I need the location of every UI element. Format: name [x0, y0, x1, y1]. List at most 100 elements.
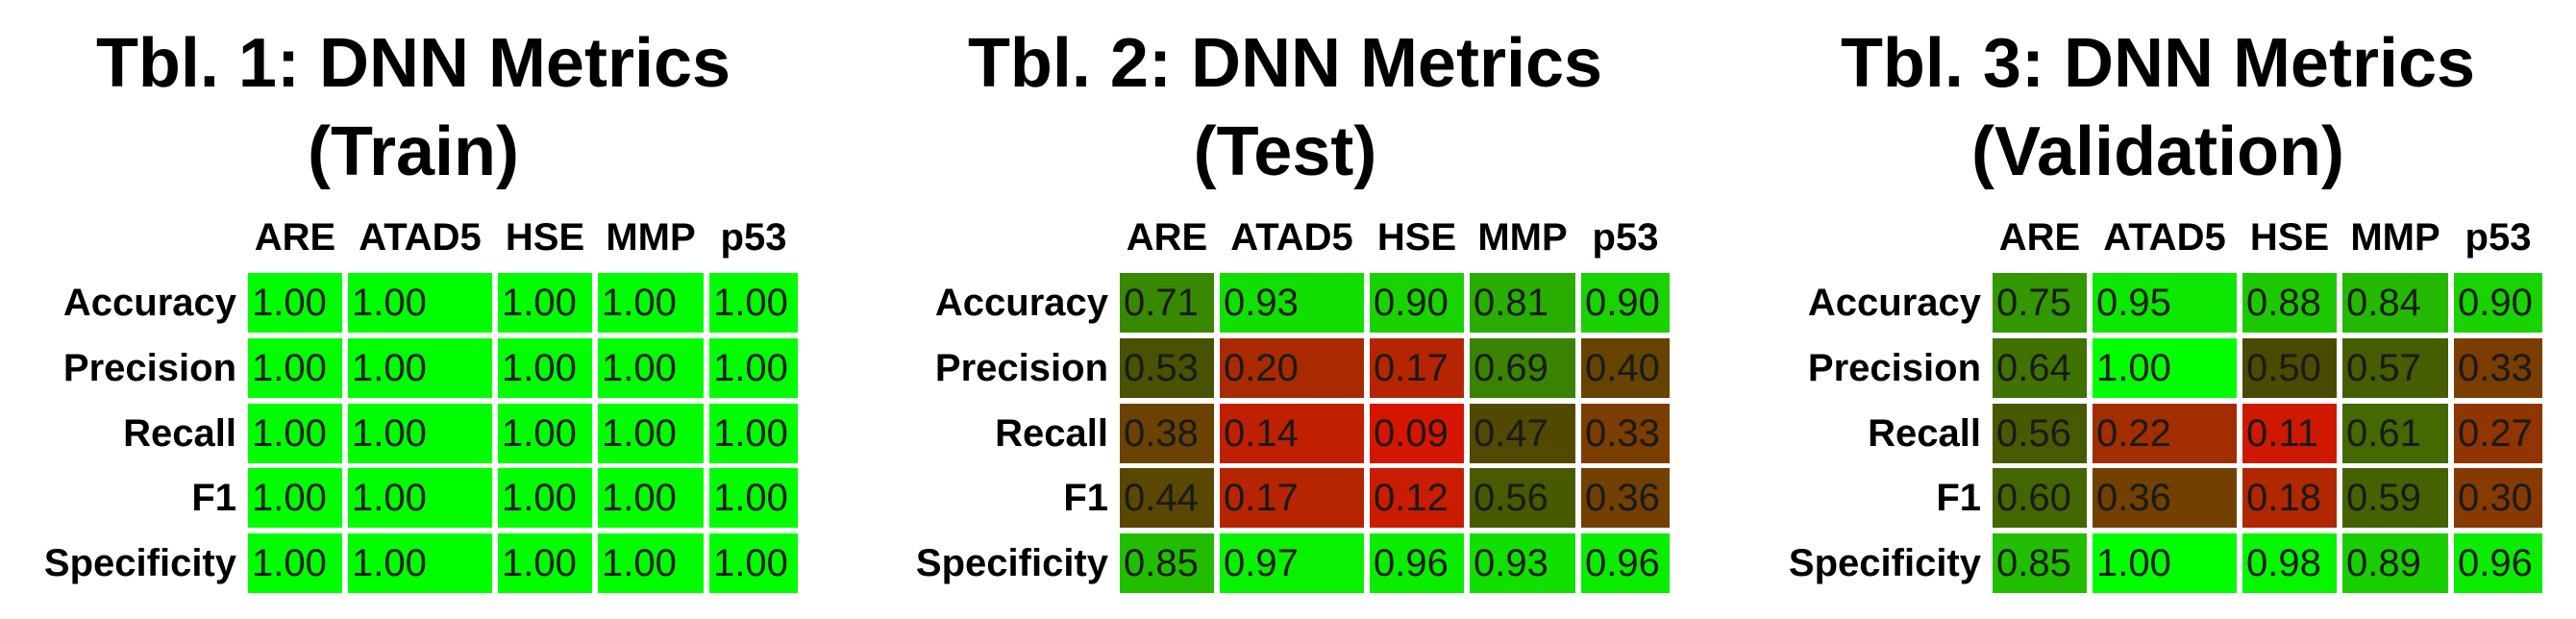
table-cell: 1.00 [709, 338, 798, 398]
table-cell: 1.00 [709, 404, 798, 463]
column-header: HSE [1376, 216, 1457, 259]
table-cell: 0.33 [1581, 404, 1670, 463]
table-cell: 0.56 [1993, 404, 2087, 463]
table-cell: 0.61 [2342, 404, 2448, 463]
table-cell: 0.96 [1581, 533, 1670, 593]
table-cell: 1.00 [598, 338, 704, 398]
column-header: HSE [505, 216, 585, 259]
row-header: Recall [995, 412, 1108, 455]
table-cell: 1.00 [598, 404, 704, 463]
table-cell: 0.96 [1370, 533, 1464, 593]
table-cell: 0.71 [1120, 273, 1214, 333]
column-header: p53 [2465, 216, 2532, 259]
table-cell: 0.89 [2342, 533, 2448, 593]
table-cell: 1.00 [348, 273, 492, 333]
table-title-line: Tbl. 2: DNN Metrics [967, 25, 1603, 102]
table-cell: 1.00 [348, 533, 492, 593]
table-cell: 0.90 [1581, 273, 1670, 333]
table-cell: 0.96 [2454, 533, 2542, 593]
column-header: ATAD5 [1230, 216, 1353, 259]
row-header: Precision [934, 347, 1108, 389]
column-header: MMP [606, 216, 696, 259]
table-cell: 0.50 [2242, 338, 2337, 398]
table-cell: 0.30 [2454, 468, 2542, 528]
table-title: Tbl. 3: DNN Metrics (Validation) [1745, 19, 2571, 196]
column-header: ARE [254, 216, 336, 259]
table-cell: 0.53 [1120, 338, 1214, 398]
table-cell: 1.00 [498, 468, 592, 528]
table-cell: 1.00 [498, 404, 592, 463]
table-cell: 0.84 [2342, 273, 2448, 333]
row-header: Accuracy [1807, 282, 1981, 324]
table-cell: 0.17 [1370, 338, 1464, 398]
column-header: p53 [1592, 216, 1659, 259]
table-cell: 0.90 [1370, 273, 1464, 333]
table-title-line: (Train) [307, 113, 519, 190]
row-header: Precision [1807, 347, 1981, 389]
row-header: F1 [1063, 477, 1108, 519]
table-cell: 1.00 [2093, 533, 2237, 593]
table-title-line: (Test) [1193, 113, 1377, 190]
column-header: ARE [1126, 216, 1208, 259]
table-cell: 0.93 [1220, 273, 1364, 333]
table-cell: 0.64 [1993, 338, 2087, 398]
table-panel-validation: Tbl. 3: DNN Metrics (Validation) ARE ATAD5 H… [1745, 0, 2576, 619]
row-header: F1 [1936, 477, 1981, 519]
table-cell: 0.97 [1220, 533, 1364, 593]
table-cell: 1.00 [598, 533, 704, 593]
table-cell: 1.00 [248, 338, 342, 398]
table-cell: 0.11 [2242, 404, 2337, 463]
table-cell: 0.20 [1220, 338, 1364, 398]
table-cell: 0.81 [1470, 273, 1575, 333]
table-cell: 0.38 [1120, 404, 1214, 463]
row-header: Recall [123, 412, 236, 455]
column-header: MMP [2350, 216, 2440, 259]
table-cell: 1.00 [709, 468, 798, 528]
table-cell: 0.56 [1470, 468, 1575, 528]
column-header: ATAD5 [359, 216, 482, 259]
table-cell: 1.00 [498, 273, 592, 333]
table-title: Tbl. 1: DNN Metrics (Train) [0, 19, 827, 196]
table-cell: 1.00 [248, 273, 342, 333]
table-title: Tbl. 2: DNN Metrics (Test) [872, 19, 1698, 196]
table-cell: 0.75 [1993, 273, 2087, 333]
row-header: Specificity [43, 542, 236, 584]
table-cell: 0.60 [1993, 468, 2087, 528]
table-cell: 0.12 [1370, 468, 1464, 528]
column-header: p53 [720, 216, 787, 259]
row-header: Specificity [915, 542, 1108, 584]
row-header: Accuracy [62, 282, 236, 324]
table-cell: 0.27 [2454, 404, 2542, 463]
table-cell: 1.00 [709, 273, 798, 333]
table-cell: 1.00 [348, 404, 492, 463]
table-cell: 0.95 [2093, 273, 2237, 333]
table-panel-train: Tbl. 1: DNN Metrics (Train) ARE ATAD5 HSE MMP… [0, 0, 855, 619]
row-header: Precision [62, 347, 236, 389]
table-cell: 1.00 [348, 338, 492, 398]
table-cell: 0.36 [1581, 468, 1670, 528]
table-panel-test: Tbl. 2: DNN Metrics (Test) ARE ATAD5 HSE MMP p… [872, 0, 1727, 619]
table-cell: 0.98 [2242, 533, 2337, 593]
table-cell: 0.44 [1120, 468, 1214, 528]
table-cell: 0.33 [2454, 338, 2542, 398]
table-cell: 1.00 [2093, 338, 2237, 398]
column-header: HSE [2249, 216, 2330, 259]
table-cell: 0.18 [2242, 468, 2337, 528]
row-header: Specificity [1788, 542, 1981, 584]
table-cell: 1.00 [498, 338, 592, 398]
table-cell: 1.00 [598, 273, 704, 333]
table-cell: 1.00 [598, 468, 704, 528]
column-header: ATAD5 [2103, 216, 2226, 259]
column-header: MMP [1477, 216, 1568, 259]
table-cell: 0.36 [2093, 468, 2237, 528]
table-cell: 0.88 [2242, 273, 2337, 333]
table-cell: 0.22 [2093, 404, 2237, 463]
table-cell: 0.47 [1470, 404, 1575, 463]
row-header: Accuracy [934, 282, 1108, 324]
table-cell: 1.00 [248, 533, 342, 593]
table-cell: 0.93 [1470, 533, 1575, 593]
column-header: ARE [1998, 216, 2081, 259]
table-cell: 0.57 [2342, 338, 2448, 398]
row-header: Recall [1868, 412, 1981, 455]
table-title-line: Tbl. 3: DNN Metrics [1840, 25, 2476, 102]
